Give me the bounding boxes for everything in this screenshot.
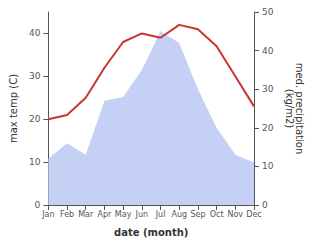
svg-text:Dec: Dec bbox=[246, 210, 261, 219]
svg-text:max temp (C): max temp (C) bbox=[8, 74, 19, 143]
svg-text:Jul: Jul bbox=[155, 210, 166, 219]
svg-text:Jan: Jan bbox=[41, 210, 54, 219]
svg-text:40: 40 bbox=[29, 28, 41, 38]
svg-text:med. precipitation: med. precipitation bbox=[293, 62, 305, 155]
svg-text:Nov: Nov bbox=[227, 210, 243, 219]
svg-text:50: 50 bbox=[262, 7, 274, 17]
svg-text:Feb: Feb bbox=[60, 210, 74, 219]
svg-text:20: 20 bbox=[262, 123, 274, 133]
svg-text:40: 40 bbox=[262, 46, 274, 56]
svg-text:30: 30 bbox=[262, 84, 274, 94]
svg-text:Oct: Oct bbox=[210, 210, 224, 219]
svg-text:Sep: Sep bbox=[190, 210, 205, 219]
svg-text:(kg/m2): (kg/m2) bbox=[284, 89, 295, 129]
svg-text:Mar: Mar bbox=[78, 210, 94, 219]
svg-text:30: 30 bbox=[29, 71, 41, 81]
svg-text:Jun: Jun bbox=[135, 210, 149, 219]
svg-text:0: 0 bbox=[262, 200, 268, 210]
svg-text:10: 10 bbox=[262, 161, 274, 171]
svg-text:10: 10 bbox=[29, 157, 41, 167]
svg-text:0: 0 bbox=[35, 200, 41, 210]
svg-text:Apr: Apr bbox=[98, 210, 113, 219]
svg-text:20: 20 bbox=[29, 114, 41, 124]
svg-text:May: May bbox=[115, 210, 132, 219]
svg-text:date (month): date (month) bbox=[114, 227, 188, 238]
svg-text:Aug: Aug bbox=[171, 210, 187, 219]
